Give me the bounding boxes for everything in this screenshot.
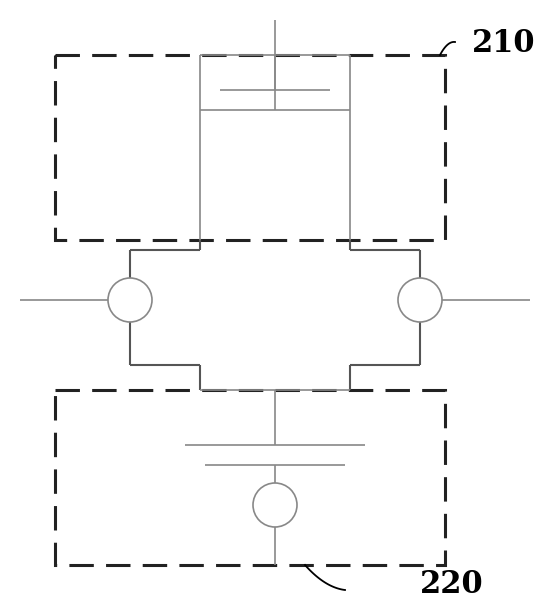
Circle shape: [253, 483, 297, 527]
Circle shape: [108, 278, 152, 322]
Circle shape: [398, 278, 442, 322]
Text: 220: 220: [420, 569, 484, 600]
Text: 210: 210: [472, 28, 536, 59]
Bar: [55, 55, 445, 240]
Bar: [55, 390, 445, 565]
